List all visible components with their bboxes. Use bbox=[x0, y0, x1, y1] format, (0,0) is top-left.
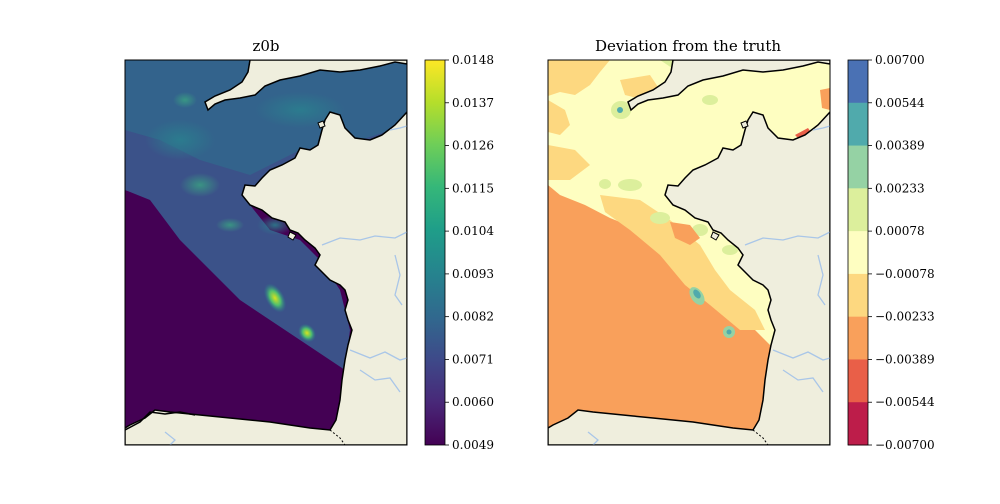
right-colorbar-bin bbox=[848, 359, 868, 403]
right-colorbar-tick-label: −0.00078 bbox=[875, 267, 935, 281]
right-river-loire bbox=[744, 231, 830, 246]
right-map: Deviation from the truth bbox=[547, 37, 831, 446]
left-land-england bbox=[204, 60, 407, 112]
left-colorbar-tick-label: 0.0126 bbox=[452, 139, 494, 153]
right-colorbar-bin bbox=[848, 60, 868, 104]
right-colorbar: 0.00700 0.00544 0.00389 0.00233 0.00078 −0.00… bbox=[847, 53, 935, 452]
right-colorbar-tick-label: −0.00389 bbox=[875, 352, 935, 366]
right-colorbar-tick-label: 0.00700 bbox=[875, 53, 925, 67]
left-river-loire bbox=[321, 231, 407, 246]
right-colorbar-bin bbox=[848, 402, 868, 446]
left-colorbar-tick-label: 0.0115 bbox=[452, 181, 494, 195]
left-colorbar-tick-label: 0.0137 bbox=[452, 96, 494, 110]
right-colorbar-tick-label: −0.00700 bbox=[875, 438, 935, 452]
left-land-france bbox=[125, 110, 407, 445]
left-colorbar-tick-label: 0.0104 bbox=[452, 224, 494, 238]
left-colorbar: 0.0148 0.0137 0.0126 0.0115 0.0104 0.0093 0.00… bbox=[424, 53, 494, 452]
right-map-frame bbox=[547, 59, 831, 446]
right-colorbar-bin bbox=[848, 231, 868, 275]
right-colorbar-tick-label: 0.00544 bbox=[875, 96, 925, 110]
left-colorbar-tick-label: 0.0049 bbox=[452, 438, 494, 452]
right-colorbar-bin bbox=[848, 188, 868, 232]
left-colorbar-tick-label: 0.0060 bbox=[452, 395, 494, 409]
right-colorbar-tick-label: 0.00078 bbox=[875, 224, 925, 238]
left-river-garonne bbox=[349, 349, 407, 361]
right-colorbar-tick-label: 0.00389 bbox=[875, 139, 925, 153]
right-sea-negative bbox=[548, 185, 830, 445]
left-map-frame bbox=[124, 59, 408, 446]
right-colorbar-bin bbox=[848, 102, 868, 147]
right-map-title: Deviation from the truth bbox=[595, 37, 781, 55]
left-map-title: z0b bbox=[252, 37, 279, 55]
left-colorbar-tick-label: 0.0093 bbox=[452, 267, 494, 281]
right-colorbar-bin bbox=[848, 145, 868, 189]
right-colorbar-bin bbox=[848, 273, 868, 318]
right-colorbar-tick-label: 0.00233 bbox=[875, 181, 925, 195]
right-land-france bbox=[548, 110, 830, 445]
left-colorbar-tick-label: 0.0148 bbox=[452, 53, 494, 67]
right-colorbar-tick-label: −0.00233 bbox=[875, 310, 935, 324]
right-land-england bbox=[627, 60, 830, 112]
right-river-garonne bbox=[772, 349, 830, 361]
right-colorbar-tick-label: −0.00544 bbox=[875, 395, 935, 409]
right-colorbar-bin bbox=[848, 316, 868, 360]
left-colorbar-tick-label: 0.0071 bbox=[452, 352, 494, 366]
left-map: z0b bbox=[124, 37, 408, 446]
left-colorbar-tick-label: 0.0082 bbox=[452, 310, 494, 324]
